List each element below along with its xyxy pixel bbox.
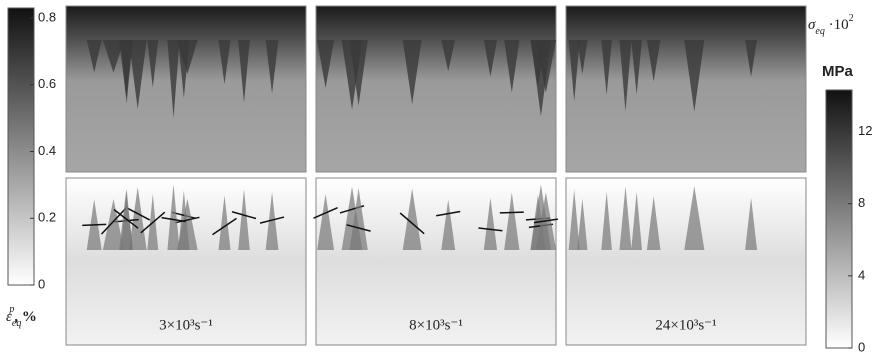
spike <box>745 40 758 77</box>
spike <box>167 184 180 250</box>
spike <box>646 40 661 82</box>
crack <box>436 210 461 217</box>
field-image <box>315 5 557 173</box>
crack <box>175 216 200 224</box>
spike <box>504 192 520 250</box>
spike <box>684 40 705 112</box>
spike <box>218 40 231 85</box>
tick-label: 0 <box>38 276 45 291</box>
spike <box>128 186 147 250</box>
spike <box>265 192 279 250</box>
panels: 3×10³s⁻¹ 8×10³s⁻¹ 24×10³s⁻¹ <box>65 5 807 346</box>
spike <box>619 186 632 250</box>
crack <box>161 216 186 223</box>
spike <box>483 197 498 250</box>
strain-colorbar <box>7 7 35 286</box>
tick-label: 12 <box>858 123 872 138</box>
crack <box>533 218 558 224</box>
spike <box>535 40 557 93</box>
spike <box>349 40 368 106</box>
spike <box>102 199 125 250</box>
spike <box>402 188 422 250</box>
spike <box>568 189 580 250</box>
spike <box>128 40 147 110</box>
spike <box>238 40 250 103</box>
rate-label: 24×10³s⁻¹ <box>655 317 716 333</box>
spike <box>441 40 456 72</box>
stress-label: σeq ·102 <box>808 13 854 37</box>
spike <box>317 194 335 250</box>
spike <box>265 40 279 94</box>
spike <box>441 199 456 250</box>
spike <box>577 40 588 75</box>
crack <box>100 208 127 235</box>
spike <box>631 191 643 250</box>
crack <box>399 212 425 235</box>
stress-colorbar <box>825 89 853 349</box>
spike <box>119 40 134 98</box>
spike <box>86 40 102 73</box>
spike <box>238 189 250 250</box>
tick-label: 4 <box>858 267 865 282</box>
spike <box>601 191 612 250</box>
tick-label: 0.4 <box>38 143 56 158</box>
rate-label: 3×10³s⁻¹ <box>159 317 213 333</box>
crack <box>499 211 524 214</box>
crack <box>140 211 166 234</box>
spike <box>102 40 125 73</box>
spike <box>177 40 198 74</box>
crack <box>231 210 257 220</box>
spike <box>147 40 159 88</box>
crack <box>313 206 338 219</box>
crack <box>125 206 151 221</box>
spike <box>619 40 632 112</box>
field-image <box>565 5 807 173</box>
spike <box>631 40 643 95</box>
crack <box>212 217 237 236</box>
spike <box>177 198 198 250</box>
tick-label: 0 <box>858 339 865 354</box>
stress-unit: MPa <box>822 63 854 80</box>
spike <box>402 40 422 105</box>
crack <box>82 223 107 227</box>
spike <box>601 40 612 95</box>
spike <box>504 40 520 93</box>
rate-label: 8×10³s⁻¹ <box>409 317 463 333</box>
tick-label: 0.6 <box>38 76 56 91</box>
spike <box>646 196 661 250</box>
spike <box>167 40 180 118</box>
tick-label: 8 <box>858 195 865 210</box>
strain-label: εeqp, % <box>6 304 37 329</box>
spike <box>745 197 758 250</box>
spike <box>577 198 588 250</box>
spike <box>218 195 231 250</box>
crack <box>113 209 139 229</box>
spike <box>317 40 335 88</box>
spike <box>483 40 498 77</box>
spike <box>684 186 705 250</box>
spike <box>119 190 134 250</box>
spike <box>349 188 368 250</box>
field-image <box>65 5 307 173</box>
tick-label: 0.2 <box>38 210 56 225</box>
spike <box>568 40 580 102</box>
tick-label: 0.8 <box>38 9 56 24</box>
crack <box>346 224 371 232</box>
crack <box>259 216 285 224</box>
crack <box>478 227 503 232</box>
